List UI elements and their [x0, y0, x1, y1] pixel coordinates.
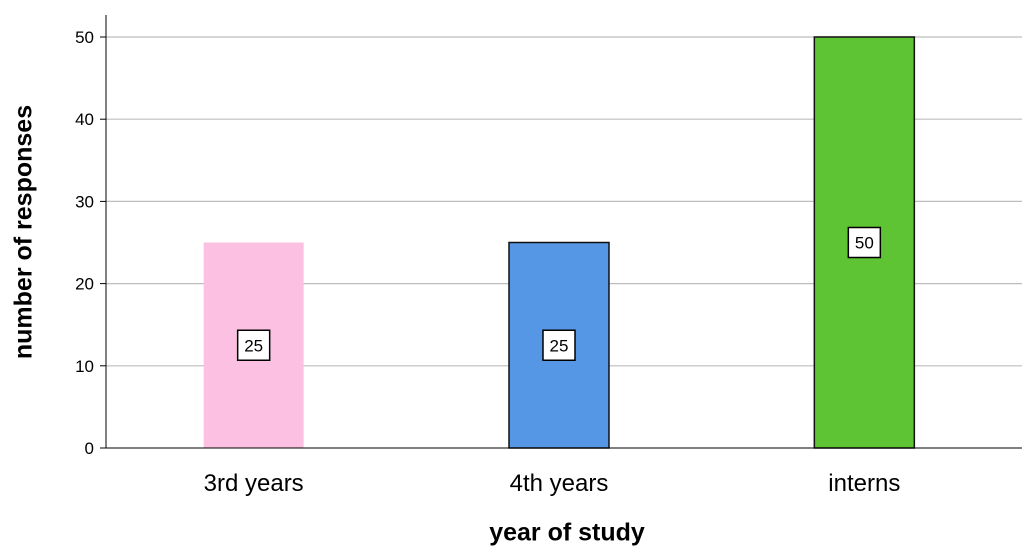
y-tick-label: 0 — [85, 439, 94, 458]
x-tick-label: 4th years — [510, 470, 609, 497]
y-tick-label: 30 — [75, 192, 94, 211]
data-label: 25 — [244, 336, 263, 355]
data-label-box — [236, 329, 271, 361]
y-axis-title: number of responses — [9, 104, 38, 360]
data-labels: 25 25 50 — [236, 226, 882, 361]
bars — [203, 36, 916, 449]
y-tick-label: 40 — [75, 110, 94, 129]
x-tick-labels: 3rd years 4th years interns — [204, 470, 901, 497]
data-label-box — [847, 226, 882, 259]
y-tick-label: 20 — [75, 275, 94, 294]
data-label: 50 — [855, 234, 874, 253]
y-tick-label: 10 — [75, 357, 94, 376]
data-label-box — [542, 329, 576, 361]
x-tick-label: interns — [828, 470, 900, 497]
y-tick-labels: 0 10 20 30 40 50 — [75, 28, 106, 458]
x-tick-label: 3rd years — [204, 470, 304, 497]
x-axis-title: year of study — [489, 518, 645, 547]
data-label: 25 — [550, 336, 569, 355]
y-tick-label: 50 — [75, 28, 94, 47]
axes — [105, 15, 1022, 449]
